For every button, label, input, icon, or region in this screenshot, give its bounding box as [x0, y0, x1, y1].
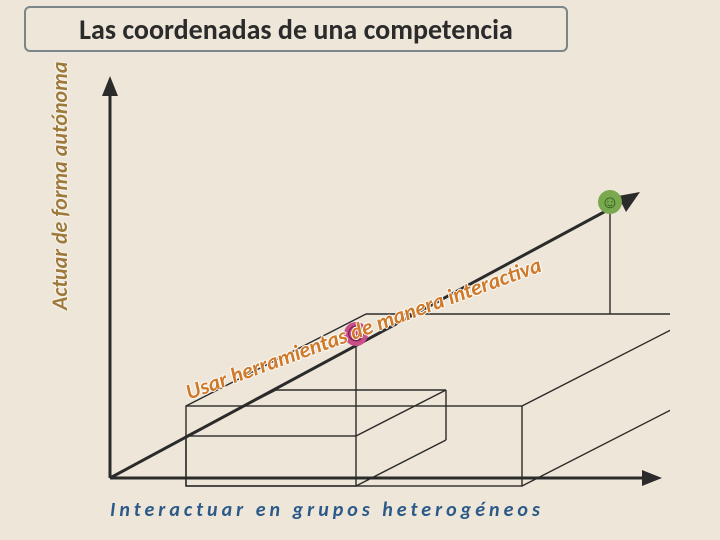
- title-box: Las coordenadas de una competencia: [24, 6, 568, 52]
- chart-area: ☹ ☺: [70, 68, 670, 498]
- box-large: [186, 202, 670, 486]
- axes-svg: [70, 68, 670, 498]
- page-title: Las coordenadas de una competencia: [79, 12, 513, 47]
- point-happy: ☺: [598, 190, 622, 214]
- happy-face-icon: ☺: [601, 193, 619, 211]
- x-axis-label: Interactuar en grupos heterogéneos: [110, 498, 690, 522]
- y-axis-label: Actuar de forma autónoma: [46, 62, 73, 310]
